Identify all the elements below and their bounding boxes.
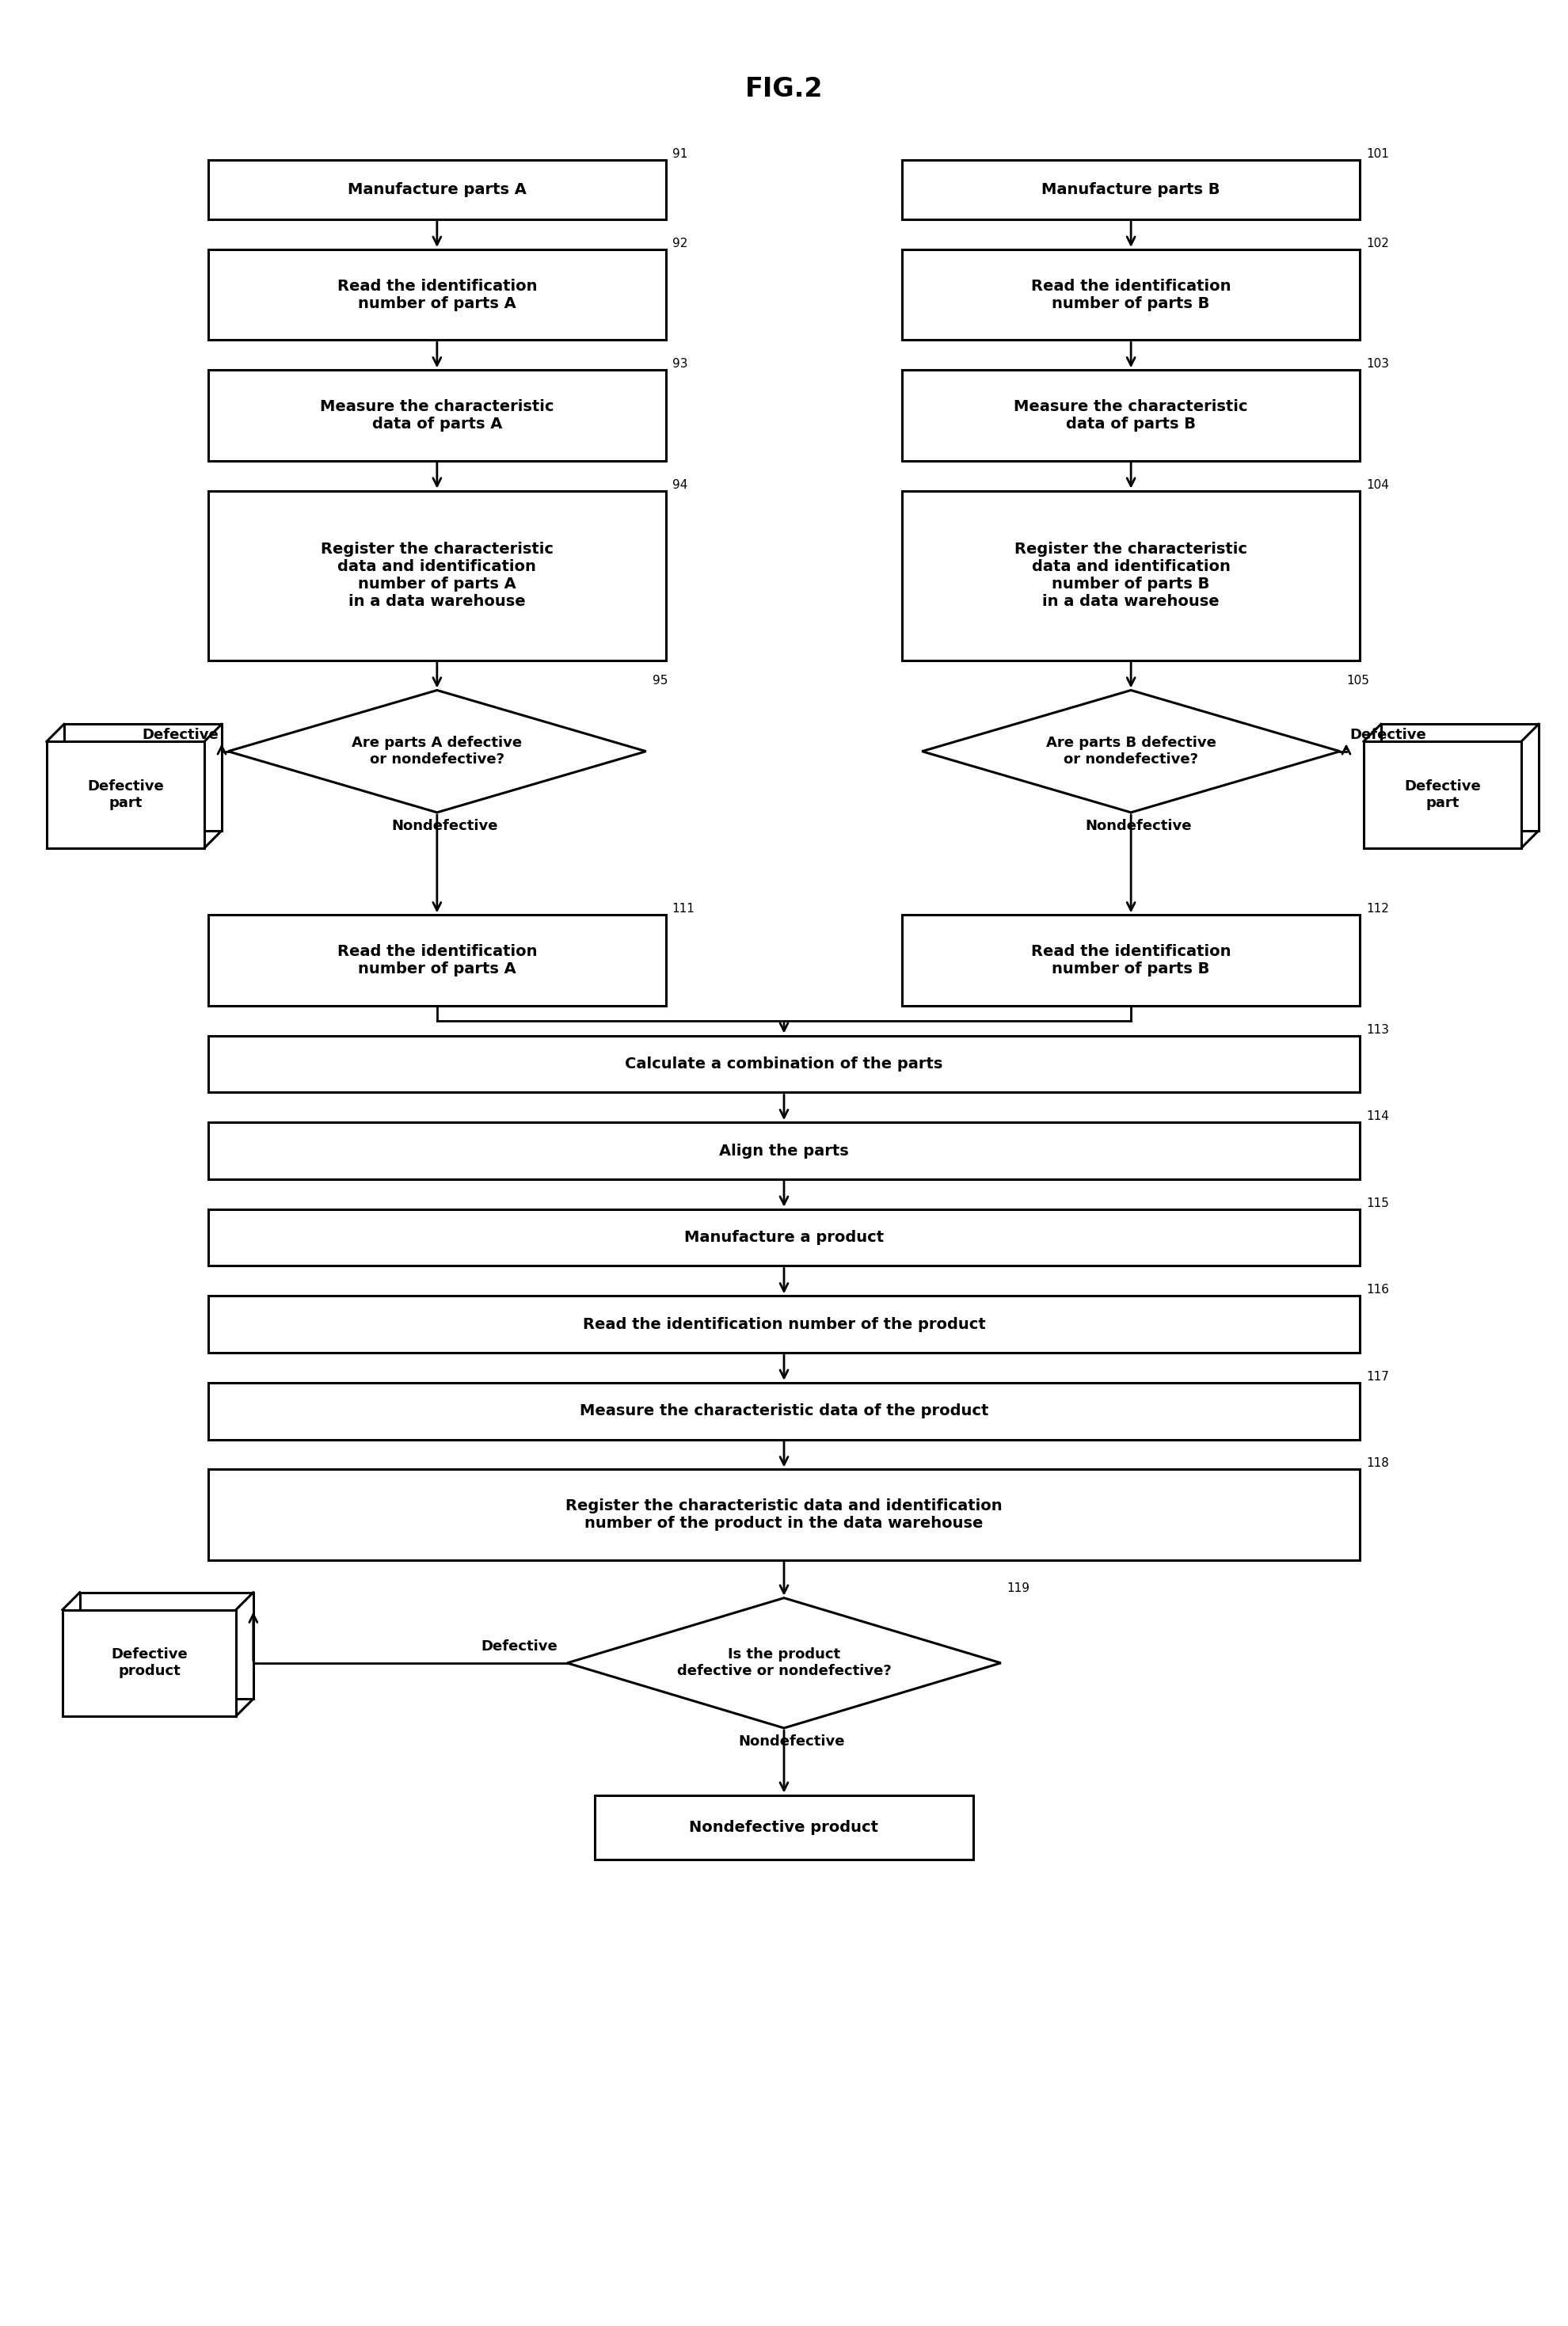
Text: Calculate a combination of the parts: Calculate a combination of the parts	[626, 1056, 942, 1072]
Text: Read the identification number of the product: Read the identification number of the pr…	[583, 1317, 985, 1333]
Text: Manufacture a product: Manufacture a product	[684, 1230, 884, 1244]
Text: 119: 119	[1007, 1582, 1030, 1593]
Text: Defective: Defective	[1350, 728, 1425, 742]
Text: 118: 118	[1366, 1458, 1389, 1470]
Text: 95: 95	[652, 675, 668, 686]
FancyBboxPatch shape	[209, 1210, 1359, 1265]
Text: Register the characteristic data and identification
number of the product in the: Register the characteristic data and ide…	[566, 1498, 1002, 1531]
Text: Read the identification
number of parts A: Read the identification number of parts …	[337, 944, 536, 977]
FancyBboxPatch shape	[902, 491, 1359, 661]
Text: Nondefective: Nondefective	[739, 1735, 845, 1749]
Text: Nondefective: Nondefective	[392, 819, 499, 833]
Text: 116: 116	[1366, 1284, 1389, 1296]
FancyBboxPatch shape	[902, 249, 1359, 340]
Text: Defective
part: Defective part	[1405, 779, 1480, 809]
Text: 94: 94	[673, 479, 687, 491]
Text: Manufacture parts B: Manufacture parts B	[1041, 181, 1220, 198]
FancyBboxPatch shape	[594, 1796, 974, 1861]
Text: 115: 115	[1366, 1198, 1389, 1210]
FancyBboxPatch shape	[209, 249, 666, 340]
FancyBboxPatch shape	[47, 742, 204, 849]
FancyBboxPatch shape	[902, 370, 1359, 461]
FancyBboxPatch shape	[209, 370, 666, 461]
Text: Measure the characteristic data of the product: Measure the characteristic data of the p…	[580, 1403, 988, 1419]
Text: 111: 111	[673, 902, 695, 914]
FancyBboxPatch shape	[902, 160, 1359, 219]
Text: Manufacture parts A: Manufacture parts A	[348, 181, 527, 198]
Text: 104: 104	[1366, 479, 1389, 491]
FancyBboxPatch shape	[1364, 742, 1521, 849]
Text: Read the identification
number of parts B: Read the identification number of parts …	[1032, 279, 1231, 312]
Text: Measure the characteristic
data of parts A: Measure the characteristic data of parts…	[320, 400, 554, 433]
FancyBboxPatch shape	[209, 160, 666, 219]
Polygon shape	[227, 691, 646, 812]
Text: Nondefective product: Nondefective product	[690, 1819, 878, 1835]
Text: Defective: Defective	[481, 1640, 558, 1654]
Text: 92: 92	[673, 237, 687, 249]
FancyBboxPatch shape	[209, 1035, 1359, 1093]
FancyBboxPatch shape	[63, 1610, 235, 1717]
Polygon shape	[922, 691, 1341, 812]
Text: 102: 102	[1366, 237, 1389, 249]
FancyBboxPatch shape	[64, 723, 221, 830]
FancyBboxPatch shape	[209, 914, 666, 1005]
Text: 114: 114	[1366, 1110, 1389, 1123]
Text: Read the identification
number of parts A: Read the identification number of parts …	[337, 279, 536, 312]
FancyBboxPatch shape	[80, 1593, 254, 1698]
FancyBboxPatch shape	[209, 1123, 1359, 1179]
Text: 112: 112	[1366, 902, 1389, 914]
Text: Defective
product: Defective product	[111, 1647, 188, 1679]
Text: Register the characteristic
data and identification
number of parts A
in a data : Register the characteristic data and ide…	[320, 542, 554, 609]
Text: Align the parts: Align the parts	[720, 1144, 848, 1158]
Text: 93: 93	[673, 358, 687, 370]
Text: 91: 91	[673, 149, 687, 160]
Text: Nondefective: Nondefective	[1085, 819, 1192, 833]
FancyBboxPatch shape	[209, 1296, 1359, 1354]
Text: Defective: Defective	[143, 728, 218, 742]
FancyBboxPatch shape	[209, 1470, 1359, 1561]
FancyBboxPatch shape	[209, 1382, 1359, 1440]
Text: 117: 117	[1366, 1370, 1389, 1382]
FancyBboxPatch shape	[1381, 723, 1538, 830]
Text: Measure the characteristic
data of parts B: Measure the characteristic data of parts…	[1014, 400, 1248, 433]
Text: Are parts A defective
or nondefective?: Are parts A defective or nondefective?	[351, 735, 522, 768]
FancyBboxPatch shape	[209, 491, 666, 661]
Text: Are parts B defective
or nondefective?: Are parts B defective or nondefective?	[1046, 735, 1217, 768]
Text: 103: 103	[1366, 358, 1389, 370]
Text: FIG.2: FIG.2	[745, 77, 823, 102]
Text: Read the identification
number of parts B: Read the identification number of parts …	[1032, 944, 1231, 977]
Text: Is the product
defective or nondefective?: Is the product defective or nondefective…	[677, 1647, 891, 1679]
Text: 101: 101	[1366, 149, 1389, 160]
Text: Register the characteristic
data and identification
number of parts B
in a data : Register the characteristic data and ide…	[1014, 542, 1248, 609]
Text: 113: 113	[1366, 1023, 1389, 1035]
Text: 105: 105	[1347, 675, 1369, 686]
Text: Defective
part: Defective part	[88, 779, 163, 809]
FancyBboxPatch shape	[902, 914, 1359, 1005]
Polygon shape	[568, 1598, 1000, 1728]
